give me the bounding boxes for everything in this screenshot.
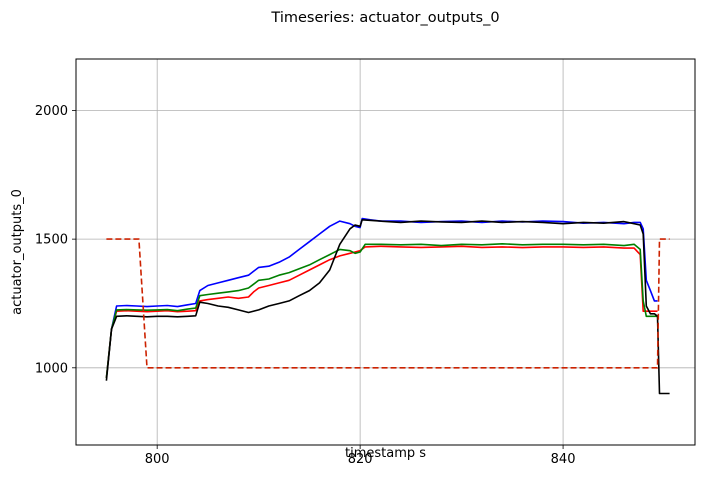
y-tick-label: 1500 xyxy=(35,233,68,248)
plot-frame xyxy=(75,58,696,446)
x-axis-ticks: 800 820 840 xyxy=(145,445,576,467)
series-line-3 xyxy=(105,243,658,379)
y-tick-label: 2000 xyxy=(35,104,68,119)
series-layer xyxy=(105,217,670,395)
series-line-5 xyxy=(106,238,670,369)
y-tick-label: 1000 xyxy=(35,361,68,376)
chart-title: Timeseries: actuator_outputs_0 xyxy=(270,10,499,26)
x-tick-label: 820 xyxy=(348,452,373,467)
x-tick-label: 800 xyxy=(145,452,170,467)
y-axis-label: actuator_outputs_0 xyxy=(10,189,25,315)
x-axis-label: timestamp s xyxy=(345,446,426,461)
grid-lines xyxy=(76,59,695,445)
series-line-1 xyxy=(105,217,658,379)
series-line-4 xyxy=(105,219,670,395)
y-axis-ticks: 1000 1500 2000 xyxy=(35,104,76,376)
x-tick-label: 840 xyxy=(551,452,576,467)
series-line-2 xyxy=(105,245,658,379)
